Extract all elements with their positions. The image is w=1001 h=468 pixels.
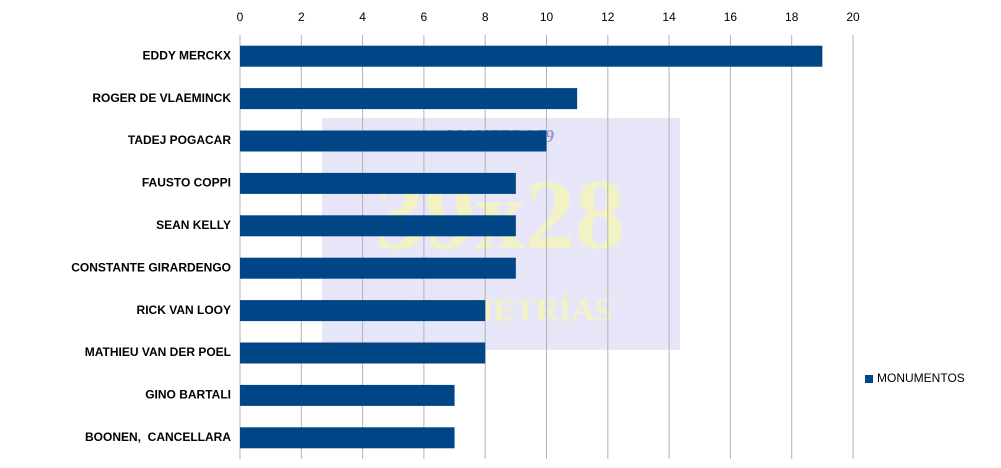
x-tick-label: 8 [482, 10, 489, 24]
x-tick-label: 20 [846, 10, 860, 24]
x-tick-label: 14 [662, 10, 676, 24]
legend-swatch [865, 375, 873, 383]
bar [240, 384, 455, 406]
bar [240, 427, 455, 449]
y-tick-label: CONSTANTE GIRARDENGO [71, 260, 231, 274]
x-tick-label: 6 [421, 10, 428, 24]
x-tick-label: 4 [359, 10, 366, 24]
x-tick-label: 2 [298, 10, 305, 24]
x-tick-label: 18 [785, 10, 799, 24]
x-tick-label: 12 [601, 10, 615, 24]
legend-label: MONUMENTOS [877, 371, 965, 385]
bar [240, 172, 516, 194]
y-tick-label: FAUSTO COPPI [142, 176, 231, 190]
y-tick-label: BOONEN, CANCELLARA [85, 430, 231, 444]
y-tick-label: SEAN KELLY [156, 218, 231, 232]
bar [240, 300, 486, 322]
bar [240, 88, 578, 110]
y-tick-label: TADEJ POGACAR [128, 133, 231, 147]
y-tick-label: MATHIEU VAN DER POEL [85, 345, 231, 359]
bar [240, 257, 516, 279]
bar [240, 45, 823, 67]
bar [240, 215, 516, 237]
x-tick-label: 10 [540, 10, 554, 24]
y-tick-label: RICK VAN LOOY [137, 303, 231, 317]
y-tick-label: GINO BARTALI [145, 388, 231, 402]
x-tick-label: 0 [237, 10, 244, 24]
x-tick-label: 16 [724, 10, 738, 24]
y-tick-label: ROGER DE VLAEMINCK [92, 91, 231, 105]
bar [240, 130, 547, 152]
y-tick-label: EDDY MERCKX [143, 48, 231, 62]
bar [240, 342, 486, 364]
